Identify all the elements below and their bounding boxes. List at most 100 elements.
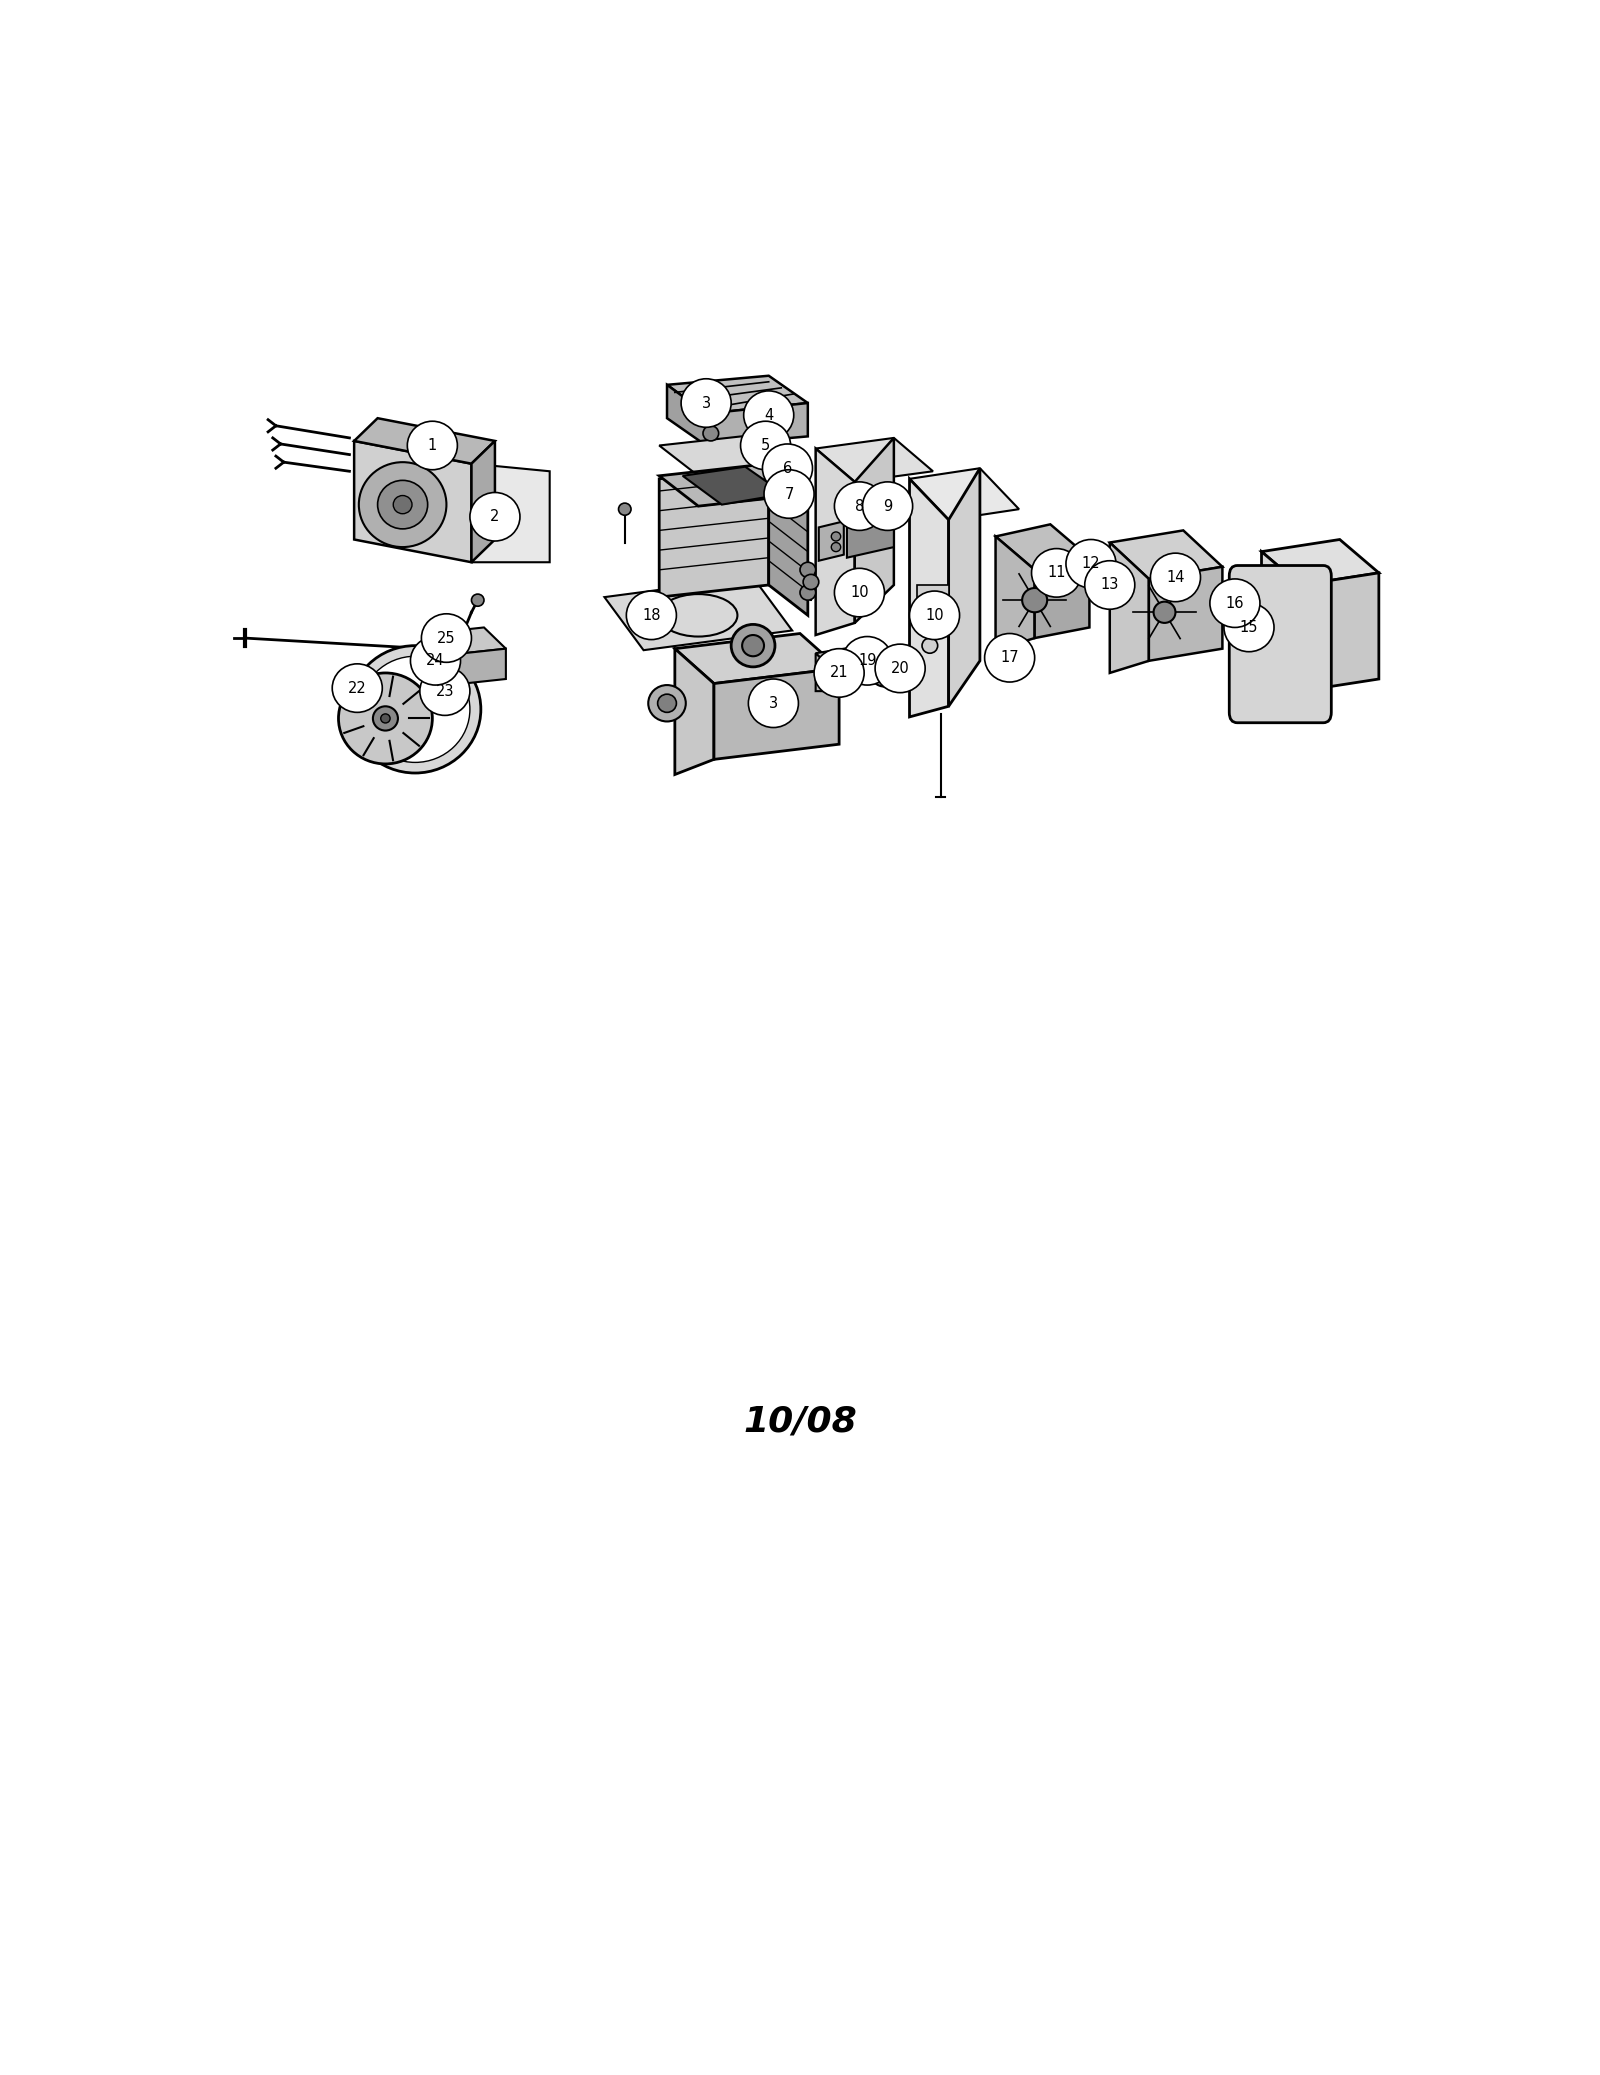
Polygon shape	[819, 521, 843, 560]
Polygon shape	[605, 577, 792, 649]
Text: 10: 10	[925, 608, 944, 622]
Ellipse shape	[1085, 560, 1134, 610]
Text: 21: 21	[830, 666, 848, 681]
Polygon shape	[1301, 573, 1379, 691]
Ellipse shape	[742, 635, 765, 656]
Ellipse shape	[835, 569, 885, 616]
Ellipse shape	[1210, 579, 1259, 627]
Ellipse shape	[1066, 540, 1117, 587]
Polygon shape	[1110, 542, 1149, 672]
Polygon shape	[354, 419, 494, 463]
Ellipse shape	[702, 425, 718, 440]
Ellipse shape	[749, 679, 798, 728]
Text: 4: 4	[765, 407, 773, 423]
Ellipse shape	[832, 542, 840, 552]
Text: 20: 20	[891, 662, 909, 676]
Ellipse shape	[803, 575, 819, 589]
Ellipse shape	[373, 706, 398, 730]
Text: 22: 22	[347, 681, 366, 695]
Text: 10/08: 10/08	[742, 1405, 858, 1438]
Polygon shape	[659, 463, 808, 506]
Ellipse shape	[486, 504, 502, 521]
Text: 1: 1	[427, 438, 437, 452]
Polygon shape	[1261, 552, 1301, 703]
Ellipse shape	[472, 593, 483, 606]
Ellipse shape	[394, 496, 413, 515]
Ellipse shape	[842, 637, 893, 685]
Text: 24: 24	[426, 654, 445, 668]
Polygon shape	[1261, 540, 1379, 585]
Ellipse shape	[1224, 604, 1274, 652]
Ellipse shape	[870, 660, 899, 687]
Polygon shape	[854, 438, 894, 622]
Ellipse shape	[619, 502, 630, 515]
Polygon shape	[667, 376, 808, 413]
Ellipse shape	[349, 645, 482, 774]
Ellipse shape	[922, 639, 938, 654]
Ellipse shape	[832, 531, 840, 542]
Text: 2: 2	[490, 508, 499, 525]
Text: 8: 8	[854, 498, 864, 515]
Polygon shape	[1149, 566, 1222, 660]
Ellipse shape	[984, 633, 1035, 683]
Polygon shape	[816, 448, 854, 635]
Ellipse shape	[1022, 587, 1046, 612]
Ellipse shape	[333, 664, 382, 712]
FancyBboxPatch shape	[1229, 566, 1331, 722]
Text: 23: 23	[435, 683, 454, 699]
Text: 14: 14	[1166, 571, 1184, 585]
Ellipse shape	[744, 390, 794, 440]
Text: 15: 15	[1240, 620, 1258, 635]
Ellipse shape	[381, 714, 390, 722]
Ellipse shape	[421, 614, 472, 662]
Ellipse shape	[765, 469, 814, 519]
Text: 19: 19	[858, 654, 877, 668]
Text: 10: 10	[850, 585, 869, 600]
Polygon shape	[675, 633, 838, 683]
Polygon shape	[354, 440, 472, 562]
Polygon shape	[995, 537, 1035, 649]
Ellipse shape	[862, 481, 912, 531]
Ellipse shape	[408, 421, 458, 469]
Polygon shape	[816, 654, 835, 691]
Text: 3: 3	[770, 695, 778, 712]
Polygon shape	[675, 649, 714, 774]
Polygon shape	[995, 525, 1090, 571]
Ellipse shape	[378, 479, 427, 529]
Polygon shape	[816, 645, 882, 672]
Text: 9: 9	[883, 498, 893, 515]
Ellipse shape	[814, 649, 864, 697]
Text: 13: 13	[1101, 577, 1118, 593]
Ellipse shape	[419, 666, 470, 716]
Text: 6: 6	[782, 461, 792, 475]
Polygon shape	[846, 508, 894, 558]
Ellipse shape	[731, 625, 774, 666]
Polygon shape	[472, 463, 550, 562]
Polygon shape	[909, 469, 1019, 519]
Text: 25: 25	[437, 631, 456, 645]
Ellipse shape	[800, 585, 816, 600]
Ellipse shape	[648, 685, 686, 722]
Polygon shape	[909, 479, 949, 718]
Text: 5: 5	[762, 438, 770, 452]
Ellipse shape	[411, 637, 461, 685]
Ellipse shape	[339, 672, 432, 764]
Polygon shape	[683, 467, 784, 504]
Polygon shape	[659, 467, 768, 598]
Polygon shape	[667, 384, 706, 446]
Ellipse shape	[875, 643, 925, 693]
Polygon shape	[714, 668, 838, 759]
Polygon shape	[1110, 531, 1222, 579]
Polygon shape	[768, 463, 808, 616]
Bar	[917, 585, 949, 631]
Polygon shape	[949, 469, 979, 706]
Ellipse shape	[658, 695, 677, 712]
Polygon shape	[706, 403, 808, 446]
Ellipse shape	[482, 498, 509, 525]
Polygon shape	[427, 627, 506, 656]
Ellipse shape	[741, 421, 790, 469]
Ellipse shape	[682, 380, 731, 427]
Ellipse shape	[470, 492, 520, 542]
Polygon shape	[1035, 558, 1090, 637]
Ellipse shape	[765, 699, 782, 718]
